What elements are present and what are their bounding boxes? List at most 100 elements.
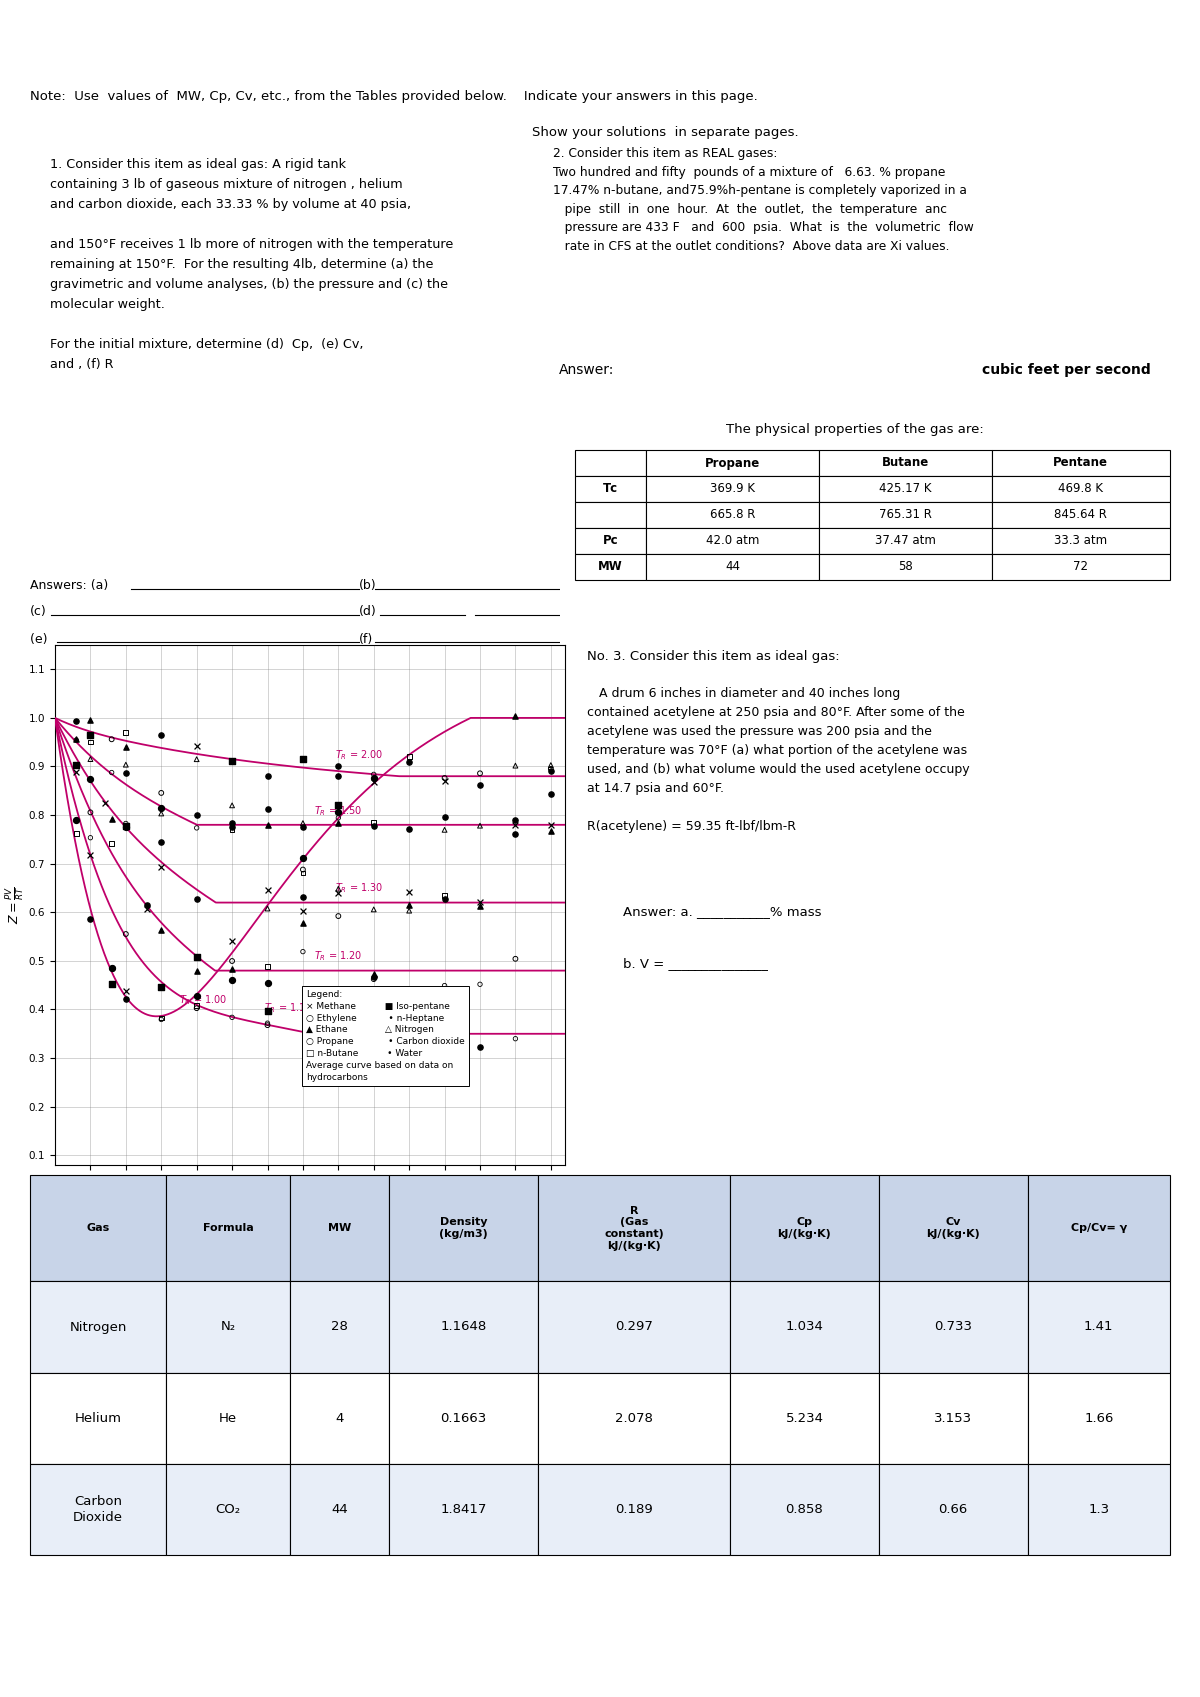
Point xyxy=(258,1011,277,1039)
Text: 1. Consider this item as ideal gas: A rigid tank
containing 3 lb of gaseous mixt: 1. Consider this item as ideal gas: A ri… xyxy=(50,158,454,372)
Text: Propane: Propane xyxy=(706,456,761,470)
Point xyxy=(470,889,490,916)
Bar xyxy=(30,1174,167,1281)
Text: 1.41: 1.41 xyxy=(1084,1320,1114,1334)
Text: 845.64 R: 845.64 R xyxy=(1055,509,1108,521)
Point xyxy=(434,816,454,843)
Point xyxy=(293,813,312,840)
Point xyxy=(541,781,560,808)
Text: 28: 28 xyxy=(331,1320,348,1334)
Point xyxy=(80,842,100,869)
Point xyxy=(434,803,454,830)
Point xyxy=(541,759,560,786)
Point xyxy=(80,721,100,748)
Point xyxy=(258,794,277,821)
Point xyxy=(329,809,348,837)
Point xyxy=(67,726,86,753)
Point xyxy=(67,752,86,779)
Point xyxy=(67,820,86,847)
Text: $T_R$ = 1.00: $T_R$ = 1.00 xyxy=(179,993,227,1006)
Point xyxy=(138,896,157,923)
Point xyxy=(541,818,560,845)
Point xyxy=(400,1022,419,1049)
Text: 2.078: 2.078 xyxy=(616,1412,653,1425)
Bar xyxy=(1027,1174,1170,1281)
Bar xyxy=(818,475,991,502)
Text: 0.1663: 0.1663 xyxy=(440,1412,487,1425)
Text: 72: 72 xyxy=(1073,560,1088,574)
Point xyxy=(102,955,121,983)
Point xyxy=(293,898,312,925)
Point xyxy=(329,1008,348,1035)
Point xyxy=(116,920,136,947)
Bar xyxy=(647,502,818,528)
Text: No. 3. Consider this item as ideal gas:: No. 3. Consider this item as ideal gas: xyxy=(587,650,840,664)
Point xyxy=(222,747,241,774)
Bar xyxy=(30,1373,167,1465)
Point xyxy=(258,969,277,996)
Point xyxy=(187,745,206,772)
Point xyxy=(222,813,241,840)
Point xyxy=(434,882,454,910)
Point xyxy=(541,755,560,782)
Point xyxy=(102,971,121,998)
Point xyxy=(95,789,114,816)
Point xyxy=(187,886,206,913)
Text: 44: 44 xyxy=(331,1504,348,1515)
Point xyxy=(67,759,86,786)
Point xyxy=(116,752,136,779)
Point xyxy=(151,794,170,821)
Text: (d): (d) xyxy=(359,606,377,618)
Text: N₂: N₂ xyxy=(221,1320,236,1334)
Bar xyxy=(290,1373,389,1465)
Point xyxy=(364,896,383,923)
Bar xyxy=(991,475,1170,502)
Text: 5.234: 5.234 xyxy=(786,1412,823,1425)
Point xyxy=(470,760,490,787)
Point xyxy=(67,726,86,753)
Text: MW: MW xyxy=(599,560,623,574)
Text: 0.297: 0.297 xyxy=(616,1320,653,1334)
Text: 4: 4 xyxy=(336,1412,344,1425)
Point xyxy=(222,792,241,820)
Point xyxy=(116,986,136,1013)
Point xyxy=(222,955,241,983)
Point xyxy=(67,806,86,833)
Text: 1.66: 1.66 xyxy=(1084,1412,1114,1425)
Bar xyxy=(878,1174,1027,1281)
Point xyxy=(258,1010,277,1037)
Point xyxy=(116,809,136,837)
Text: Answer: a. ___________% mass: Answer: a. ___________% mass xyxy=(623,905,821,918)
Bar xyxy=(290,1465,389,1554)
Point xyxy=(116,733,136,760)
Text: Helium: Helium xyxy=(74,1412,121,1425)
Text: 1.3: 1.3 xyxy=(1088,1504,1109,1515)
Point xyxy=(102,726,121,753)
Point xyxy=(116,813,136,840)
Bar xyxy=(878,1465,1027,1554)
Bar xyxy=(389,1174,538,1281)
Bar xyxy=(818,450,991,475)
Point xyxy=(151,1005,170,1032)
Text: $T_R$ = 1.30: $T_R$ = 1.30 xyxy=(335,881,383,896)
Point xyxy=(116,759,136,786)
Point xyxy=(258,877,277,905)
Bar xyxy=(167,1281,290,1373)
Point xyxy=(258,894,277,921)
Point xyxy=(187,983,206,1010)
Text: 1.034: 1.034 xyxy=(786,1320,823,1334)
Point xyxy=(187,944,206,971)
Text: Show your solutions  in separate pages.: Show your solutions in separate pages. xyxy=(532,126,798,139)
Point xyxy=(151,828,170,855)
Point xyxy=(400,891,419,918)
Text: Cp
kJ/(kg·K): Cp kJ/(kg·K) xyxy=(778,1217,832,1239)
Bar xyxy=(878,1281,1027,1373)
Point xyxy=(102,955,121,983)
Point xyxy=(102,804,121,832)
Text: 1.8417: 1.8417 xyxy=(440,1504,487,1515)
Bar xyxy=(389,1281,538,1373)
Text: 42.0 atm: 42.0 atm xyxy=(706,535,760,548)
Point xyxy=(187,733,206,760)
Text: 765.31 R: 765.31 R xyxy=(878,509,931,521)
Bar xyxy=(575,502,647,528)
